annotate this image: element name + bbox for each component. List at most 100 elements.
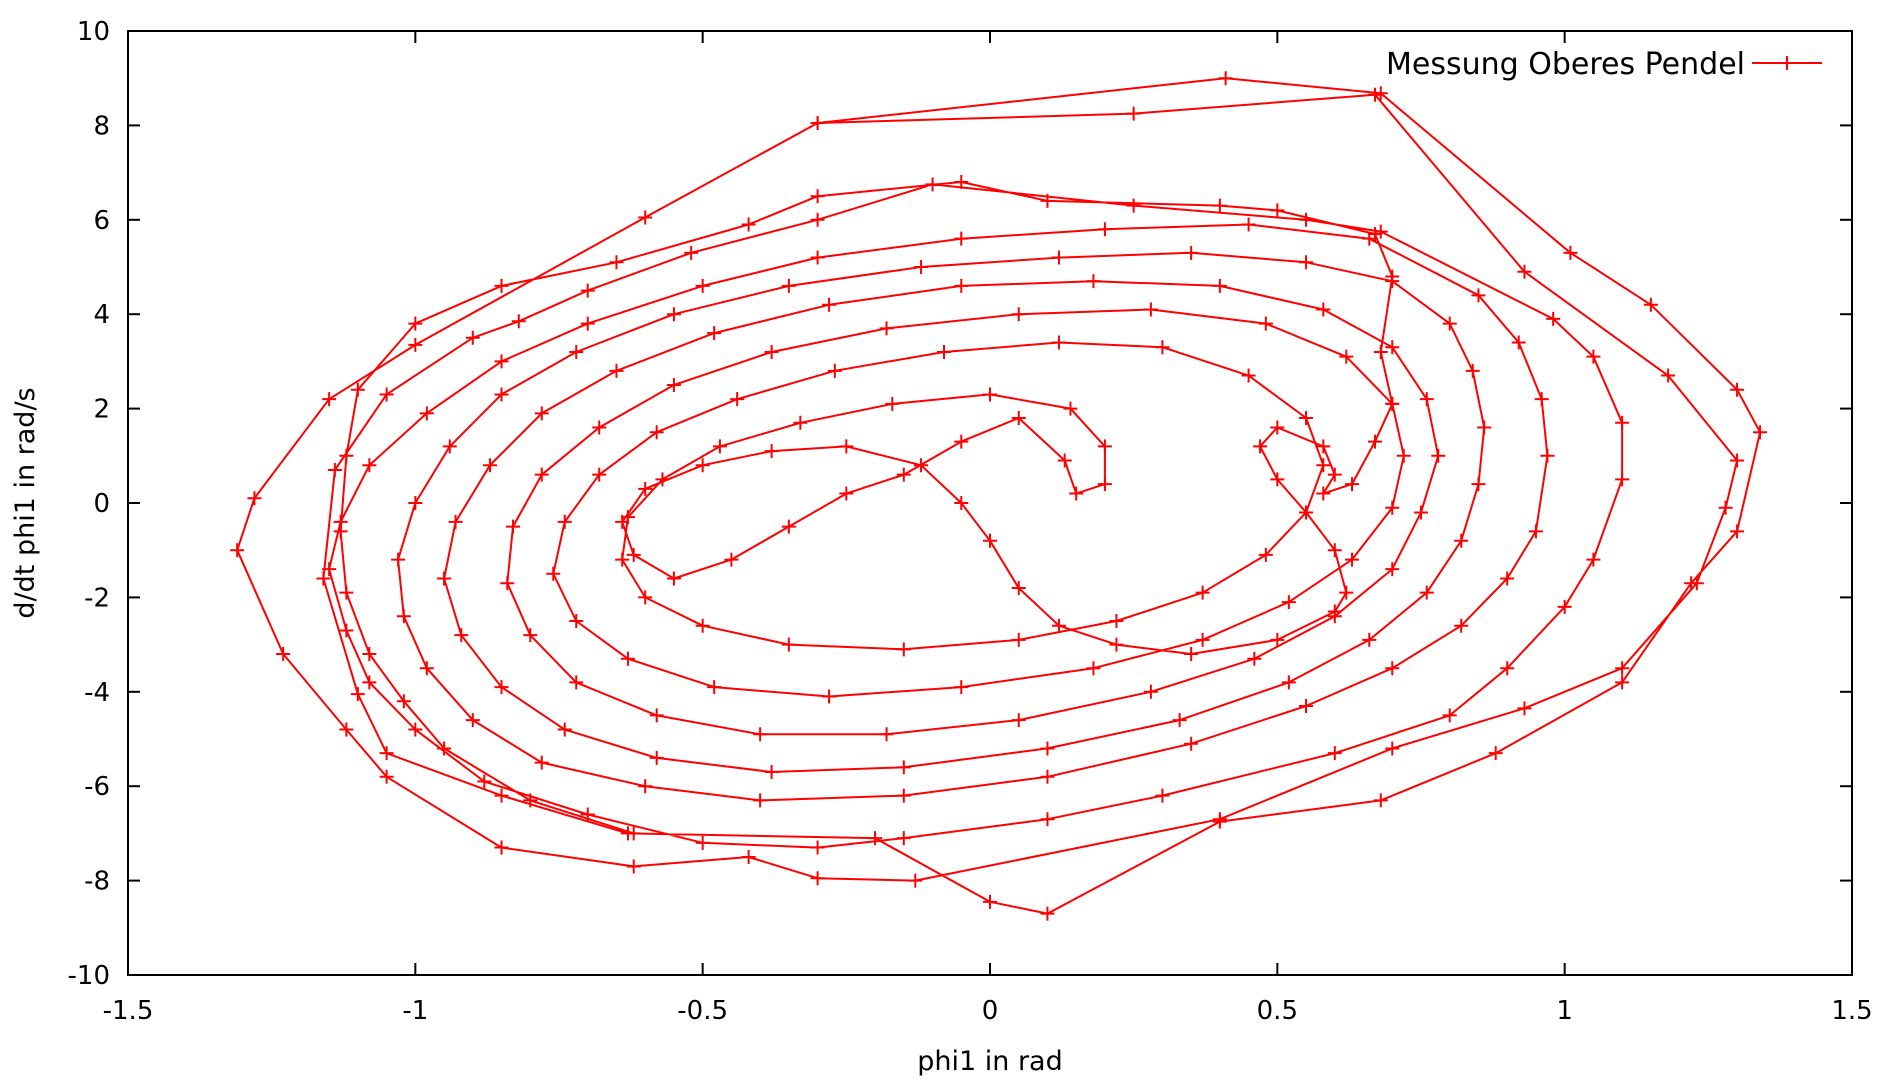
- data-point-marker: [1730, 453, 1745, 468]
- data-point-marker: [1753, 425, 1768, 440]
- series-layer: [230, 71, 1768, 921]
- data-point-marker: [534, 406, 549, 421]
- data-point-marker: [609, 363, 624, 378]
- data-point-marker: [1517, 701, 1532, 716]
- data-point-marker: [1339, 585, 1354, 600]
- y-tick-label: -2: [84, 583, 110, 613]
- data-point-marker: [1316, 458, 1331, 473]
- data-point-marker: [1396, 448, 1411, 463]
- data-point-marker: [339, 623, 354, 638]
- data-point-marker: [1385, 500, 1400, 515]
- data-point-marker: [339, 722, 354, 737]
- data-point-marker: [896, 467, 911, 482]
- y-tick-label: 2: [93, 395, 110, 425]
- data-point-marker: [1126, 198, 1141, 213]
- data-point-marker: [764, 765, 779, 780]
- data-point-marker: [1586, 552, 1601, 567]
- y-tick-label: 6: [93, 206, 110, 236]
- data-point-marker: [954, 680, 969, 695]
- legend: Messung Oberes Pendel: [1386, 47, 1822, 82]
- data-point-marker: [379, 769, 394, 784]
- data-point-marker: [1258, 547, 1273, 562]
- data-point-marker: [534, 467, 549, 482]
- data-point-marker: [1373, 224, 1388, 239]
- data-point-marker: [1454, 618, 1469, 633]
- data-point-marker: [592, 467, 607, 482]
- data-point-marker: [1316, 439, 1331, 454]
- plot-frame: [127, 30, 1853, 976]
- data-point-marker: [247, 491, 262, 506]
- data-point-marker: [483, 458, 498, 473]
- data-point-marker: [448, 514, 463, 529]
- data-point-marker: [1373, 86, 1388, 101]
- data-point-marker: [1442, 708, 1457, 723]
- data-point-marker: [1212, 278, 1227, 293]
- data-point-marker: [362, 675, 377, 690]
- data-point-marker: [781, 519, 796, 534]
- data-point-marker: [465, 713, 480, 728]
- data-point-marker: [1465, 363, 1480, 378]
- data-point-marker: [666, 378, 681, 392]
- data-point-marker: [1184, 647, 1199, 662]
- x-axis-ticks: -1.5 -1 -0.5 0 0.5 1 1.5: [103, 31, 1873, 1026]
- data-point-marker: [1299, 411, 1314, 426]
- data-point-marker: [1414, 505, 1428, 520]
- data-point-marker: [1155, 340, 1170, 355]
- data-point-marker: [954, 231, 969, 246]
- data-point-marker: [1143, 684, 1158, 699]
- data-point-marker: [1011, 580, 1026, 595]
- y-tick-label: -6: [84, 772, 110, 802]
- data-point-marker: [465, 330, 480, 345]
- data-point-marker: [333, 524, 348, 539]
- data-point-marker: [810, 116, 825, 131]
- data-point-marker: [1063, 401, 1078, 416]
- data-point-marker: [1718, 500, 1733, 515]
- data-point-marker: [1362, 632, 1377, 647]
- data-point-marker: [1086, 274, 1101, 289]
- data-point-marker: [879, 321, 894, 336]
- data-point-marker: [1643, 297, 1658, 312]
- data-point-marker: [494, 680, 509, 695]
- data-point-marker: [810, 250, 825, 265]
- data-point-marker: [1730, 524, 1745, 539]
- data-point-marker: [1143, 302, 1158, 317]
- x-tick-label: -1: [402, 996, 428, 1026]
- data-point-marker: [1097, 222, 1112, 237]
- data-point-marker: [695, 458, 710, 473]
- data-point-marker: [781, 637, 796, 652]
- data-point-marker: [695, 835, 710, 850]
- data-point-marker: [408, 496, 423, 510]
- data-point-marker: [1316, 302, 1331, 317]
- data-point-marker: [1195, 632, 1210, 647]
- data-point-marker: [983, 387, 997, 402]
- data-point-marker: [391, 552, 406, 567]
- data-point-marker: [557, 514, 572, 529]
- data-point-marker: [1419, 392, 1434, 407]
- data-point-marker: [1299, 698, 1314, 713]
- y-tick-label: 8: [93, 111, 110, 141]
- x-tick-label: 1: [1556, 996, 1573, 1026]
- data-point-marker: [477, 774, 492, 789]
- data-point-marker: [1184, 245, 1199, 260]
- data-point-marker: [1097, 477, 1112, 492]
- data-point-marker: [741, 850, 756, 864]
- data-point-marker: [695, 618, 710, 633]
- data-point-marker: [781, 278, 796, 293]
- data-point-marker: [523, 628, 538, 643]
- data-point-marker: [1051, 250, 1066, 265]
- data-point-marker: [1327, 746, 1342, 761]
- data-point-marker: [1557, 599, 1572, 614]
- data-point-marker: [1385, 269, 1400, 284]
- data-point-marker: [655, 472, 670, 487]
- data-point-marker: [626, 826, 641, 841]
- data-point-marker: [1431, 448, 1446, 463]
- data-point-marker: [695, 278, 710, 293]
- data-point-marker: [1281, 675, 1296, 690]
- data-point-marker: [580, 283, 595, 298]
- data-point-marker: [1385, 340, 1400, 355]
- data-point-marker: [1040, 193, 1055, 208]
- data-point-marker: [1040, 769, 1055, 784]
- data-point-marker: [1172, 713, 1187, 728]
- data-point-marker: [1563, 245, 1578, 260]
- data-point-marker: [954, 434, 969, 449]
